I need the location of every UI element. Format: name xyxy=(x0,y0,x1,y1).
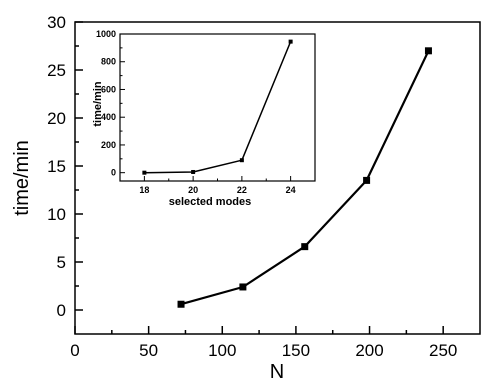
inset-data-point xyxy=(288,39,293,44)
main-y-tick-label: 5 xyxy=(57,253,66,272)
inset-data-point xyxy=(191,169,196,174)
main-data-point xyxy=(301,243,309,251)
main-plot-frame xyxy=(74,21,481,335)
inset-series-line xyxy=(144,41,292,174)
inset-series xyxy=(142,39,293,175)
inset-y-tick-label: 800 xyxy=(101,57,116,67)
main-x-tick-label: 200 xyxy=(355,341,383,360)
inset-y-tick-label: 200 xyxy=(101,140,116,150)
main-x-tick-label: 250 xyxy=(429,341,457,360)
main-y-tick-label: 30 xyxy=(47,13,66,32)
main-y-tick-label: 25 xyxy=(47,61,66,80)
inset-x-axis-label: selected modes xyxy=(169,196,252,208)
main-y-tick-label: 15 xyxy=(47,157,66,176)
main-data-point xyxy=(239,283,247,291)
inset-y-tick-label: 0 xyxy=(111,168,116,178)
inset-chart: 18 20 22 24 0 200 400 600 800 1000 selected modes… xyxy=(92,29,316,208)
main-x-axis-label: N xyxy=(270,361,284,383)
main-x-tick-label: 150 xyxy=(282,341,310,360)
main-x-tick-label: 100 xyxy=(208,341,236,360)
main-x-tick-label: 50 xyxy=(139,341,158,360)
inset-plot-frame xyxy=(119,33,316,182)
main-y-tick-label: 20 xyxy=(47,109,66,128)
main-data-point xyxy=(177,300,185,308)
inset-x-tick-label: 20 xyxy=(188,185,198,195)
inset-data-point xyxy=(142,170,147,175)
inset-x-tick-label: 22 xyxy=(237,185,247,195)
inset-x-tick-label: 24 xyxy=(286,185,296,195)
inset-x-tick-label: 18 xyxy=(139,185,149,195)
inset-ticks xyxy=(120,33,292,181)
main-series xyxy=(177,47,432,308)
inset-y-tick-label: 600 xyxy=(101,84,116,94)
main-data-point xyxy=(363,176,371,184)
inset-y-tick-label: 1000 xyxy=(96,29,116,39)
main-data-point xyxy=(424,47,432,55)
inset-tick-labels: 18 20 22 24 0 200 400 600 800 1000 xyxy=(96,29,296,195)
main-ticks xyxy=(74,21,444,334)
main-x-tick-label: 0 xyxy=(70,341,79,360)
main-y-tick-label: 0 xyxy=(57,301,66,320)
inset-y-tick-label: 400 xyxy=(101,112,116,122)
inset-data-point xyxy=(239,158,244,163)
inset-y-axis-label: time/min xyxy=(92,81,104,127)
main-y-axis-label: time/min xyxy=(11,140,33,216)
main-y-tick-label: 10 xyxy=(47,205,66,224)
